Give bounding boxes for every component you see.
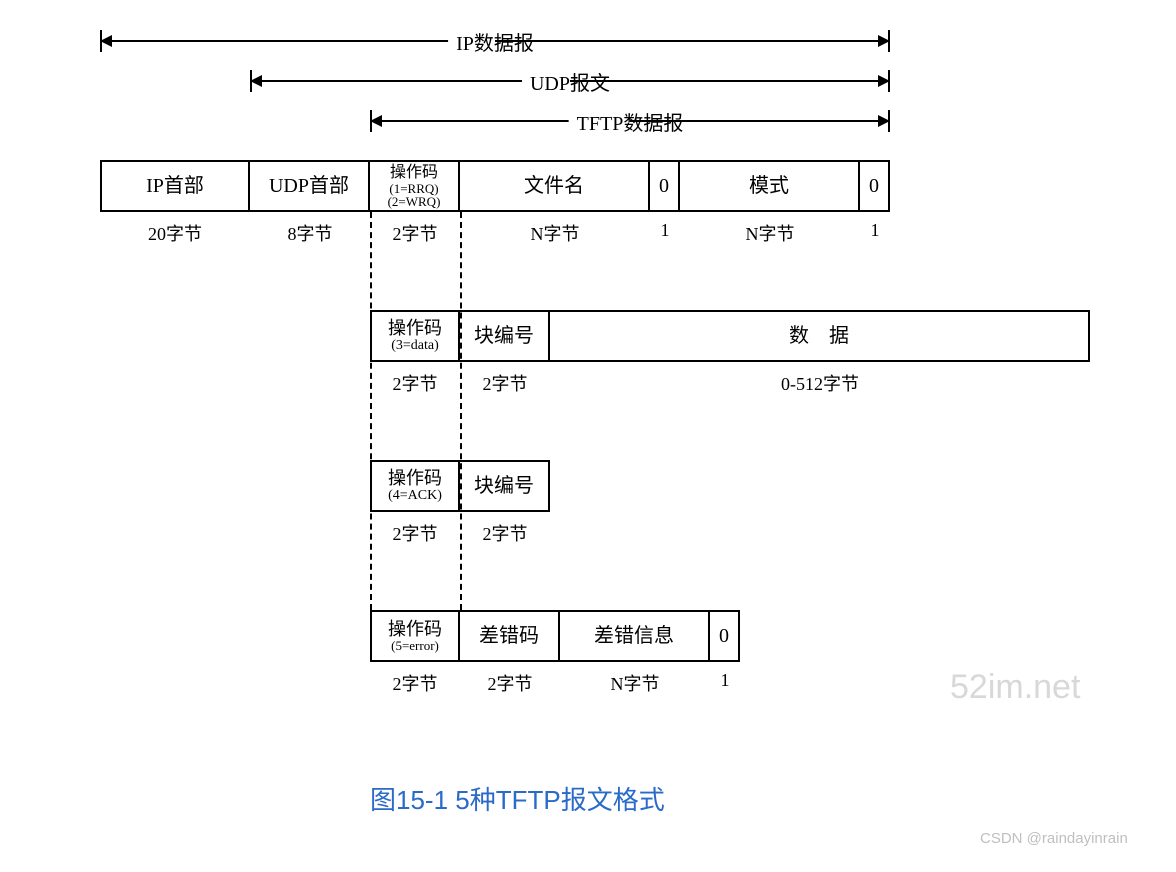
size-row-1: 20字节 8字节 2字节 N字节 1 N字节 1 [100, 220, 890, 246]
packet-row-data: 操作码 (3=data) 块编号 数 据 [370, 310, 1090, 362]
opcode-label: 操作码 [388, 319, 442, 339]
cell-opcode-rrq: 操作码 (1=RRQ) (2=WRQ) [370, 160, 460, 212]
opcode-label: 操作码 [388, 620, 442, 640]
packet-row-error: 操作码 (5=error) 差错码 差错信息 0 [370, 610, 740, 662]
size-zero2: 1 [860, 220, 890, 246]
dashed-guide-left [370, 212, 372, 610]
size-zero4: 1 [710, 670, 740, 696]
size-row-3: 2字节 2字节 [370, 520, 550, 546]
watermark-52im: 52im.net [950, 668, 1080, 707]
size-msg4: N字节 [560, 670, 710, 696]
opcode-sub: (5=error) [391, 639, 439, 652]
cell-block-num-ack: 块编号 [460, 460, 550, 512]
cell-udp-header: UDP首部 [250, 160, 370, 212]
size-err4: 2字节 [460, 670, 560, 696]
cell-err-code: 差错码 [460, 610, 560, 662]
cell-opcode-data: 操作码 (3=data) [370, 310, 460, 362]
packet-row-ack: 操作码 (4=ACK) 块编号 [370, 460, 550, 512]
opcode-label: 操作码 [388, 469, 442, 489]
size-row-4: 2字节 2字节 N字节 1 [370, 670, 740, 696]
size-zero1: 1 [650, 220, 680, 246]
cell-zero-2: 0 [860, 160, 890, 212]
size-mode: N字节 [680, 220, 860, 246]
figure-caption: 图15-1 5种TFTP报文格式 [370, 780, 665, 817]
size-file: N字节 [460, 220, 650, 246]
size-ip: 20字节 [100, 220, 250, 246]
size-op2: 2字节 [370, 370, 460, 396]
range-udp: UDP报文 [250, 70, 890, 92]
opcode-label: 操作码 [390, 164, 438, 182]
cell-zero-1: 0 [650, 160, 680, 212]
range-tftp: TFTP数据报 [370, 110, 890, 132]
cell-data: 数 据 [550, 310, 1090, 362]
dashed-guide-right [460, 212, 462, 610]
packet-row-rrq-wrq: IP首部 UDP首部 操作码 (1=RRQ) (2=WRQ) 文件名 0 模式 … [100, 160, 890, 212]
cell-filename: 文件名 [460, 160, 650, 212]
size-op4: 2字节 [370, 670, 460, 696]
size-block2: 2字节 [460, 370, 550, 396]
cell-mode: 模式 [680, 160, 860, 212]
size-data2: 0-512字节 [550, 370, 1090, 396]
cell-opcode-error: 操作码 (5=error) [370, 610, 460, 662]
size-block3: 2字节 [460, 520, 550, 546]
cell-block-num: 块编号 [460, 310, 550, 362]
cell-ip-header: IP首部 [100, 160, 250, 212]
size-udp: 8字节 [250, 220, 370, 246]
size-row-2: 2字节 2字节 0-512字节 [370, 370, 1090, 396]
range-ip: IP数据报 [100, 30, 890, 52]
watermark-csdn: CSDN @raindayinrain [980, 830, 1128, 847]
size-op: 2字节 [370, 220, 460, 246]
opcode-sub2: (2=WRQ) [388, 195, 441, 208]
cell-err-zero: 0 [710, 610, 740, 662]
opcode-sub: (4=ACK) [388, 489, 442, 503]
cell-opcode-ack: 操作码 (4=ACK) [370, 460, 460, 512]
cell-err-msg: 差错信息 [560, 610, 710, 662]
size-op3: 2字节 [370, 520, 460, 546]
opcode-sub1: (1=RRQ) [389, 182, 438, 195]
opcode-sub: (3=data) [391, 339, 439, 353]
